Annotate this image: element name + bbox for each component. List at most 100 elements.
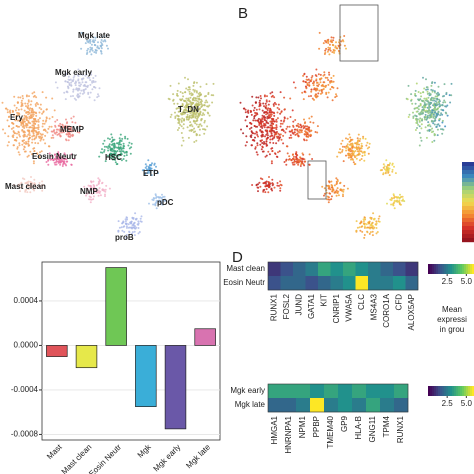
cluster-label: HSC — [105, 153, 122, 162]
cell-dot — [289, 134, 292, 137]
cell-dot — [202, 128, 204, 131]
cell-dot — [107, 137, 109, 140]
cell-dot — [164, 198, 166, 201]
cell-dot — [368, 142, 371, 145]
cell-dot — [16, 119, 19, 122]
cell-dot — [327, 83, 330, 86]
cell-dot — [438, 118, 441, 121]
cell-dot — [428, 123, 431, 126]
heatmap-cell — [293, 262, 306, 277]
cell-dot — [124, 222, 127, 225]
cell-dot — [174, 111, 176, 114]
cell-dot — [64, 80, 67, 83]
cell-dot — [256, 133, 259, 136]
cell-dot — [25, 94, 28, 97]
cell-dot — [185, 97, 188, 100]
cell-dot — [335, 194, 338, 197]
cell-dot — [278, 150, 281, 153]
cell-dot — [30, 181, 33, 184]
cell-dot — [29, 107, 32, 110]
cell-dot — [177, 110, 180, 113]
cell-dot — [270, 187, 273, 190]
cell-dot — [419, 102, 422, 105]
cell-dot — [347, 156, 350, 159]
cell-dot — [431, 99, 434, 102]
cell-dot — [89, 201, 92, 204]
cell-dot — [301, 91, 304, 94]
cell-dot — [364, 218, 367, 221]
cell-dot — [76, 93, 79, 96]
cell-dot — [104, 193, 106, 196]
cell-dot — [283, 161, 286, 163]
cell-dot — [121, 222, 124, 225]
colorbar-cell — [446, 264, 449, 274]
cell-dot — [255, 108, 258, 111]
cell-dot — [363, 216, 366, 219]
cell-dot — [138, 231, 141, 233]
cell-dot — [254, 146, 257, 149]
cell-dot — [271, 129, 274, 132]
cell-dot — [294, 119, 297, 121]
cell-dot — [327, 40, 330, 43]
cell-dot — [254, 114, 257, 117]
colorbar-cell — [450, 264, 453, 274]
cell-dot — [176, 89, 179, 92]
cell-dot — [371, 234, 374, 237]
cell-dot — [264, 119, 267, 122]
cell-dot — [150, 174, 153, 177]
cell-dot — [259, 177, 262, 180]
cell-dot — [59, 130, 62, 133]
cell-dot — [260, 124, 263, 127]
cell-dot — [261, 120, 264, 123]
cell-dot — [110, 152, 113, 155]
cell-dot — [20, 99, 23, 102]
cell-dot — [282, 120, 285, 123]
cell-dot — [349, 150, 352, 153]
cell-dot — [428, 116, 431, 119]
cell-dot — [97, 93, 99, 96]
cell-dot — [341, 139, 344, 142]
cell-dot — [335, 47, 338, 50]
colorbar-cell — [430, 386, 433, 396]
cell-dot — [123, 230, 126, 233]
cell-dot — [137, 222, 140, 225]
cell-dot — [93, 44, 96, 46]
cell-dot — [261, 114, 264, 117]
cell-dot — [269, 141, 272, 144]
cell-dot — [412, 111, 414, 114]
cell-dot — [292, 81, 295, 84]
cell-dot — [322, 74, 325, 77]
colorbar-cell — [464, 264, 467, 274]
cell-dot — [365, 223, 368, 226]
cell-dot — [441, 121, 444, 124]
cell-dot — [415, 117, 418, 120]
heatmap-cell — [282, 398, 297, 413]
cell-dot — [48, 117, 51, 120]
cell-dot — [125, 234, 128, 236]
cell-dot — [354, 156, 357, 159]
cell-dot — [140, 215, 143, 218]
cell-dot — [262, 124, 265, 127]
cell-dot — [318, 31, 321, 34]
cell-dot — [433, 102, 436, 105]
cell-dot — [414, 92, 417, 95]
cell-dot — [266, 109, 269, 111]
cell-dot — [99, 151, 102, 154]
cell-dot — [433, 81, 436, 84]
cell-dot — [187, 118, 190, 121]
cell-dot — [430, 88, 433, 91]
x-tick-label: Mast clean — [60, 443, 94, 474]
cell-dot — [393, 165, 395, 168]
cell-dot — [118, 137, 121, 140]
cell-dot — [422, 112, 425, 115]
cell-dot — [45, 96, 48, 99]
cell-dot — [335, 189, 338, 192]
cell-dot — [20, 181, 23, 184]
cell-dot — [34, 123, 37, 125]
cell-dot — [196, 95, 199, 98]
cell-dot — [33, 111, 36, 114]
heatmap-cell — [305, 276, 319, 291]
cell-dot — [23, 145, 26, 148]
heatmap-cell — [268, 262, 281, 277]
cell-dot — [200, 118, 203, 121]
